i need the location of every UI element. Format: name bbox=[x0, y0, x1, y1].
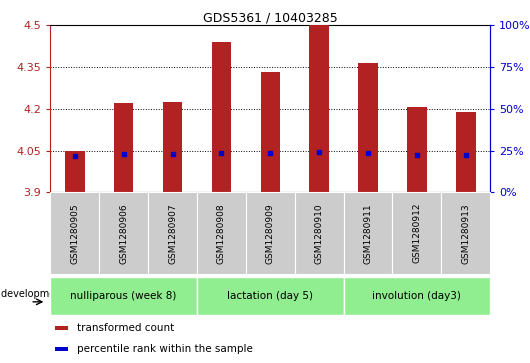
Text: nulliparous (week 8): nulliparous (week 8) bbox=[70, 291, 177, 301]
Bar bbox=[55, 347, 68, 351]
Bar bbox=[114, 103, 134, 192]
Text: GSM1280907: GSM1280907 bbox=[168, 203, 177, 264]
Bar bbox=[65, 151, 85, 192]
Text: development stage: development stage bbox=[1, 289, 95, 299]
Bar bbox=[163, 102, 182, 192]
Bar bbox=[441, 192, 490, 274]
Bar bbox=[343, 277, 490, 315]
Bar bbox=[456, 112, 475, 192]
Text: GSM1280905: GSM1280905 bbox=[70, 203, 80, 264]
Bar bbox=[358, 63, 378, 192]
Text: transformed count: transformed count bbox=[77, 323, 174, 333]
Text: lactation (day 5): lactation (day 5) bbox=[227, 291, 313, 301]
Text: GSM1280906: GSM1280906 bbox=[119, 203, 128, 264]
Bar bbox=[261, 72, 280, 192]
Bar bbox=[50, 277, 197, 315]
Bar bbox=[211, 42, 231, 192]
Bar bbox=[393, 192, 441, 274]
Text: GSM1280910: GSM1280910 bbox=[315, 203, 324, 264]
Text: involution (day3): involution (day3) bbox=[373, 291, 462, 301]
Bar bbox=[246, 192, 295, 274]
Bar bbox=[197, 277, 343, 315]
Bar bbox=[310, 25, 329, 192]
Text: GSM1280911: GSM1280911 bbox=[364, 203, 373, 264]
Bar bbox=[50, 192, 99, 274]
Text: GSM1280912: GSM1280912 bbox=[412, 203, 421, 264]
Title: GDS5361 / 10403285: GDS5361 / 10403285 bbox=[203, 11, 338, 24]
Bar bbox=[343, 192, 393, 274]
Bar bbox=[99, 192, 148, 274]
Bar bbox=[197, 192, 246, 274]
Bar bbox=[148, 192, 197, 274]
Text: GSM1280908: GSM1280908 bbox=[217, 203, 226, 264]
Bar bbox=[55, 326, 68, 330]
Bar bbox=[295, 192, 343, 274]
Text: GSM1280909: GSM1280909 bbox=[266, 203, 275, 264]
Text: GSM1280913: GSM1280913 bbox=[461, 203, 470, 264]
Text: percentile rank within the sample: percentile rank within the sample bbox=[77, 344, 253, 354]
Bar bbox=[407, 107, 427, 192]
